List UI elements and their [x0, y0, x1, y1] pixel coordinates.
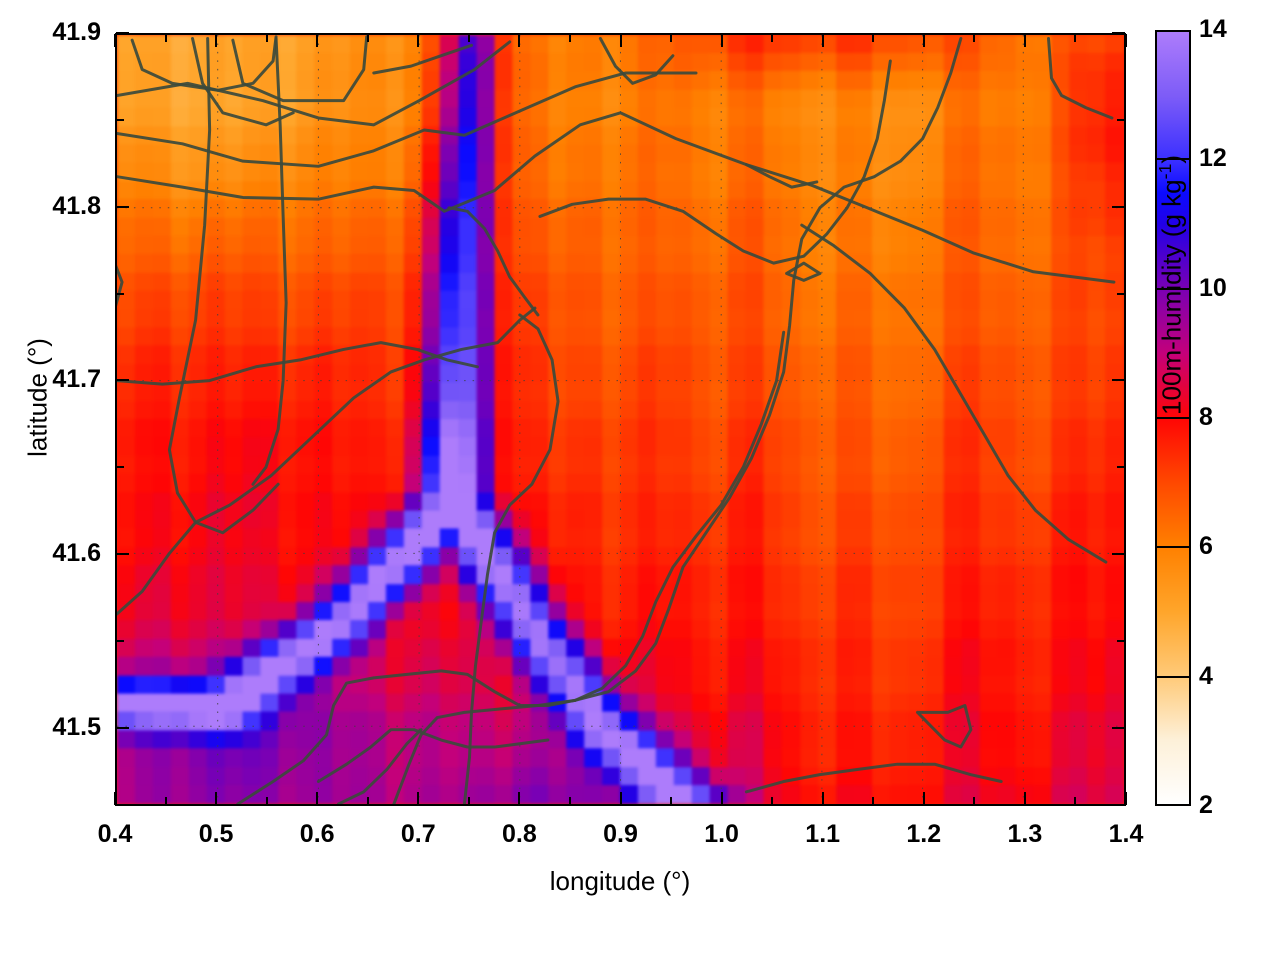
x-tick-major — [619, 34, 622, 47]
x-tick-label: 1.3 — [1007, 820, 1043, 848]
x-tick-major — [1023, 34, 1026, 47]
y-tick-minor — [116, 639, 124, 642]
colorbar-tick-label: 8 — [1199, 403, 1213, 431]
x-tick-minor — [1074, 797, 1077, 805]
colorbar-tick — [1157, 675, 1189, 678]
grid-lines — [117, 35, 1124, 804]
y-tick-label: 41.5 — [52, 712, 101, 741]
x-tick-label: 1.2 — [906, 820, 942, 848]
x-tick-major — [821, 792, 824, 805]
x-tick-minor — [872, 797, 875, 805]
x-tick-label: 0.4 — [97, 820, 133, 848]
colorbar-tick-label: 12 — [1199, 144, 1227, 173]
y-tick-label: 41.9 — [52, 18, 101, 46]
y-tick-minor — [1117, 639, 1125, 642]
x-tick-label: 0.8 — [502, 820, 537, 848]
x-tick-minor — [366, 34, 369, 42]
y-tick-minor — [116, 292, 124, 295]
colorbar-title: 100m-humidity (g kg-1) — [1155, 0, 1188, 415]
colorbar-tick-label: 10 — [1199, 273, 1227, 302]
y-tick-minor — [1117, 466, 1125, 469]
x-tick-major — [518, 34, 521, 47]
x-tick-major — [518, 792, 521, 805]
y-tick-major — [1112, 379, 1125, 382]
x-tick-minor — [670, 34, 673, 42]
x-tick-major — [720, 792, 723, 805]
x-tick-minor — [973, 34, 976, 42]
y-tick-major — [116, 553, 129, 556]
x-tick-major — [720, 34, 723, 47]
colorbar: 2 4 6 8 10 12 14 — [1155, 17, 1227, 818]
x-tick-major — [417, 792, 420, 805]
x-tick-minor — [1074, 34, 1077, 42]
colorbar-tick-label: 6 — [1199, 532, 1213, 561]
colorbar-title-text: 100m-humidity (g kg — [1156, 179, 1187, 415]
x-tick-minor — [366, 797, 369, 805]
x-tick-major — [215, 34, 218, 47]
colorbar-title-exponent: -1 — [1155, 163, 1175, 180]
plot-area — [115, 33, 1126, 806]
y-tick-label: 41.8 — [52, 191, 101, 220]
x-tick-minor — [568, 34, 571, 42]
x-tick-major — [1125, 34, 1127, 47]
x-tick-minor — [164, 797, 167, 805]
x-tick-major — [821, 34, 824, 47]
colorbar-tick — [1157, 158, 1189, 161]
x-tick-major — [1125, 792, 1127, 805]
x-tick-label: 0.9 — [603, 820, 638, 848]
x-tick-major — [114, 34, 116, 47]
colorbar-tick-label: 14 — [1199, 15, 1227, 43]
colorbar-tick — [1157, 287, 1189, 290]
x-tick-major — [922, 792, 925, 805]
x-tick-major — [619, 792, 622, 805]
colorbar-tick-label: 4 — [1199, 661, 1213, 690]
colorbar-tick — [1157, 417, 1189, 419]
x-tick-major — [316, 792, 319, 805]
x-tick-label: 0.6 — [299, 820, 335, 848]
x-tick-minor — [973, 797, 976, 805]
x-tick-label: 0.7 — [400, 820, 436, 848]
x-tick-minor — [467, 797, 470, 805]
x-tick-label: 1.1 — [805, 820, 841, 848]
x-tick-label: 1.0 — [704, 820, 739, 848]
x-tick-label: 1.4 — [1108, 820, 1144, 848]
x-tick-major — [1023, 792, 1026, 805]
y-tick-major — [116, 726, 129, 729]
x-tick-minor — [568, 797, 571, 805]
y-tick-major — [116, 205, 129, 208]
colorbar-tick-label: 2 — [1199, 791, 1213, 819]
x-axis-title: longitude (°) — [549, 866, 691, 896]
x-tick-major — [922, 34, 925, 47]
y-tick-label: 41.7 — [52, 365, 101, 394]
y-tick-label: 41.6 — [52, 539, 101, 568]
x-tick-major — [114, 792, 116, 805]
y-tick-minor — [116, 466, 124, 469]
y-tick-major — [116, 379, 129, 382]
y-tick-major — [116, 32, 129, 34]
y-tick-major — [1112, 32, 1125, 34]
x-tick-label: 0.5 — [198, 820, 234, 848]
y-tick-major — [1112, 726, 1125, 729]
x-tick-major — [215, 792, 218, 805]
x-tick-minor — [265, 34, 268, 42]
colorbar-tick — [1157, 546, 1189, 549]
x-tick-minor — [265, 797, 268, 805]
colorbar-title-suffix: ) — [1156, 155, 1187, 164]
y-tick-major — [1112, 205, 1125, 208]
contour-lines — [117, 35, 1116, 804]
x-tick-minor — [771, 797, 774, 805]
y-tick-minor — [116, 118, 124, 121]
x-tick-minor — [467, 34, 470, 42]
x-tick-minor — [670, 797, 673, 805]
y-tick-minor — [1117, 118, 1125, 121]
x-tick-minor — [164, 34, 167, 42]
x-tick-minor — [771, 34, 774, 42]
y-tick-major — [1112, 553, 1125, 556]
y-tick-minor — [1117, 292, 1125, 295]
x-tick-major — [417, 34, 420, 47]
x-tick-major — [316, 34, 319, 47]
y-axis-title: latitude (°) — [22, 338, 53, 457]
x-tick-minor — [872, 34, 875, 42]
